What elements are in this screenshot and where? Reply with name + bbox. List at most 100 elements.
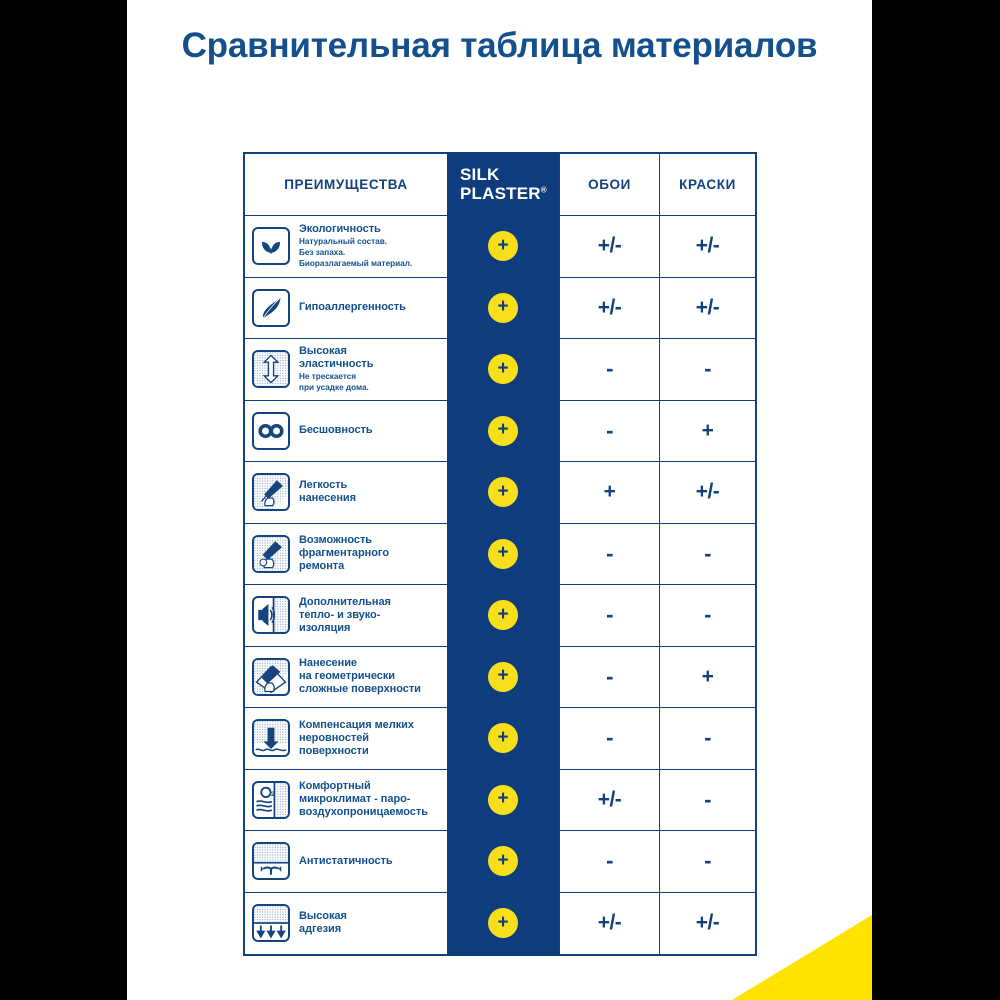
header-cell-silk-plaster: SILK PLASTER®	[447, 154, 559, 215]
advantage-text: Экологичность Натуральный состав. Без запа…	[299, 223, 412, 269]
kraski-mark: +/-	[695, 911, 720, 935]
corner-application-icon	[252, 657, 290, 696]
oxygen-airflow-icon: 2	[252, 780, 290, 819]
oboi-cell: +/-	[559, 216, 659, 277]
status-badge-plus: +	[488, 292, 518, 323]
silk-plaster-cell: +	[447, 647, 559, 708]
advantage-title: Высокая адгезия	[299, 910, 347, 936]
header-cell-advantages: ПРЕИМУЩЕСТВА	[245, 154, 447, 215]
kraski-cell: +	[659, 400, 755, 461]
plus-icon: +	[497, 788, 509, 810]
advantage-title: Антистатичность	[299, 854, 393, 867]
antistatic-arrows-icon	[252, 842, 290, 881]
kraski-cell: +	[659, 646, 755, 707]
logo-line-1: SILK	[460, 165, 500, 185]
plus-icon: +	[497, 419, 509, 441]
table-row: Высокая эластичность Не трескается при усад…	[245, 339, 755, 401]
kraski-cell: +/-	[659, 216, 755, 277]
plus-icon: +	[497, 296, 509, 318]
advantage-title: Высокая эластичность	[299, 345, 374, 371]
plus-icon: +	[497, 665, 509, 687]
oboi-cell: +/-	[559, 892, 659, 954]
header-cell-kraski: КРАСКИ	[659, 154, 755, 215]
advantage-cell: Экологичность Натуральный состав. Без запа…	[245, 216, 447, 277]
oboi-mark: -	[606, 663, 613, 689]
plus-icon: +	[497, 542, 509, 564]
advantage-title: Компенсация мелких неровностей поверхности	[299, 718, 414, 757]
advantage-text: Антистатичность	[299, 855, 393, 868]
advantage-text: Возможность фрагментарного ремонта	[299, 534, 389, 573]
silk-plaster-cell: +	[447, 339, 559, 400]
advantage-cell: Антистатичность	[245, 831, 447, 892]
oboi-cell: -	[559, 646, 659, 707]
svg-text:2: 2	[271, 791, 275, 798]
oboi-cell: -	[559, 585, 659, 646]
kraski-mark: -	[704, 602, 711, 628]
kraski-cell: -	[659, 339, 755, 400]
table-row: Возможность фрагментарного ремонта + - -	[245, 523, 755, 585]
infinity-icon	[252, 411, 290, 450]
header-cell-oboi: ОБОИ	[559, 154, 659, 215]
kraski-cell: -	[659, 708, 755, 769]
vertical-arrows-icon	[252, 350, 290, 389]
oboi-cell: +/-	[559, 277, 659, 338]
oboi-mark: +/-	[597, 295, 622, 319]
advantage-text: Легкость нанесения	[299, 479, 356, 505]
kraski-mark: -	[704, 848, 711, 874]
silk-plaster-logo: SILK PLASTER®	[447, 154, 559, 215]
table-row: Компенсация мелких неровностей поверхности…	[245, 708, 755, 770]
header-label-advantages: ПРЕИМУЩЕСТВА	[284, 177, 408, 192]
advantage-cell: Нанесение на геометрически сложные поверхн…	[245, 647, 447, 708]
kraski-mark: -	[704, 540, 711, 566]
advantage-cell: Дополнительная тепло- и звуко-изоляция	[245, 585, 447, 646]
advantage-text: Комфортный микроклимат - паро-воздухопрон…	[299, 780, 428, 819]
advantage-cell: 2 Комфортный микроклимат - паро-воздухопро…	[245, 770, 447, 831]
advantage-title: Нанесение на геометрически сложные поверхн…	[299, 657, 421, 696]
oboi-cell: +	[559, 462, 659, 523]
kraski-mark: -	[704, 786, 711, 812]
advantage-text: Бесшовность	[299, 424, 373, 437]
comparison-table: ПРЕИМУЩЕСТВА SILK PLASTER® ОБОИ КРАСКИ Э…	[243, 152, 757, 956]
status-badge-plus: +	[488, 354, 518, 385]
silk-plaster-cell: +	[447, 831, 559, 892]
table-row: 2 Комфортный микроклимат - паро-воздухопро…	[245, 769, 755, 831]
advantage-cell: Компенсация мелких неровностей поверхности	[245, 708, 447, 769]
hand-patch-repair-icon	[252, 534, 290, 573]
table-row: Нанесение на геометрически сложные поверхн…	[245, 646, 755, 708]
advantage-title: Бесшовность	[299, 424, 373, 437]
silk-plaster-cell: +	[447, 770, 559, 831]
plus-icon: +	[497, 911, 509, 933]
oboi-cell: -	[559, 400, 659, 461]
advantage-title: Легкость нанесения	[299, 479, 356, 505]
status-badge-plus: +	[488, 415, 518, 446]
page-title: Сравнительная таблица материалов	[181, 26, 818, 65]
oboi-mark: +/-	[597, 234, 622, 258]
kraski-cell: +/-	[659, 277, 755, 338]
table-row: Бесшовность + - +	[245, 400, 755, 462]
kraski-cell: +/-	[659, 892, 755, 954]
plus-icon: +	[497, 357, 509, 379]
status-badge-plus: +	[488, 846, 518, 877]
advantage-title: Возможность фрагментарного ремонта	[299, 534, 389, 573]
surface-leveling-icon	[252, 719, 290, 758]
status-badge-plus: +	[488, 908, 518, 939]
plus-icon: +	[497, 234, 509, 256]
table-row: Антистатичность + - -	[245, 831, 755, 893]
oboi-mark: -	[606, 848, 613, 874]
oboi-cell: -	[559, 708, 659, 769]
status-badge-plus: +	[488, 723, 518, 754]
oboi-mark: -	[606, 417, 613, 443]
plus-icon: +	[497, 849, 509, 871]
oboi-mark: -	[606, 356, 613, 382]
adhesion-arrows-icon	[252, 904, 290, 943]
status-badge-plus: +	[488, 784, 518, 815]
logo-line-2-wrap: PLASTER®	[460, 184, 559, 203]
oboi-cell: -	[559, 831, 659, 892]
kraski-cell: -	[659, 585, 755, 646]
plus-icon: +	[497, 726, 509, 748]
kraski-cell: -	[659, 831, 755, 892]
advantage-cell: Гипоаллергенность	[245, 278, 447, 339]
registered-trademark-icon: ®	[540, 184, 547, 194]
feather-icon	[252, 288, 290, 327]
silk-plaster-cell: +	[447, 401, 559, 462]
